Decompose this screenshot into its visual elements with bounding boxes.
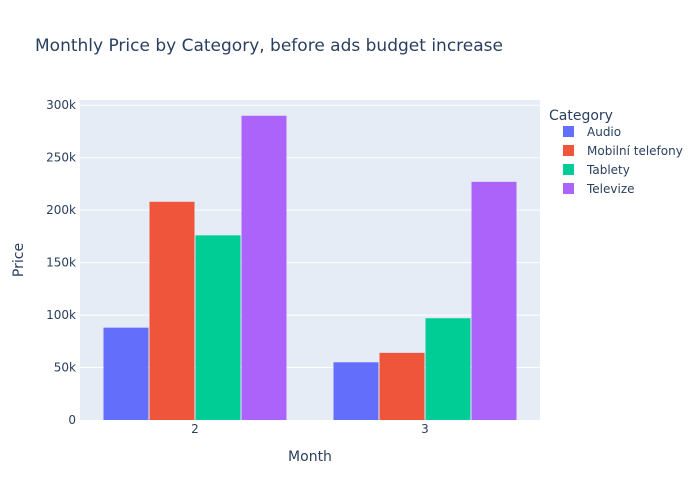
y-axis-title: Price (11, 243, 27, 277)
bar[interactable] (471, 181, 517, 420)
bars (103, 115, 517, 420)
plot-area (80, 100, 540, 420)
legend-title: Category (549, 108, 613, 124)
bar[interactable] (103, 327, 149, 420)
y-tick-label: 300k (46, 98, 76, 112)
y-tick-labels: 0 50k 100k 150k 200k 250k 300k (46, 98, 76, 427)
bar[interactable] (241, 115, 287, 420)
bar[interactable] (333, 362, 379, 420)
bar[interactable] (379, 352, 425, 420)
x-axis-title: Month (288, 449, 332, 465)
y-tick-label: 150k (46, 256, 76, 270)
legend-item-label[interactable]: Audio (587, 125, 621, 139)
legend-swatch[interactable] (563, 145, 574, 156)
x-tick-label: 3 (421, 422, 429, 436)
legend-swatch[interactable] (563, 164, 574, 175)
y-tick-label: 50k (54, 361, 76, 375)
bar[interactable] (149, 201, 195, 420)
x-tick-label: 2 (191, 422, 199, 436)
chart-title: Monthly Price by Category, before ads bu… (35, 36, 503, 56)
y-tick-label: 100k (46, 308, 76, 322)
legend-item-label[interactable]: Televize (586, 182, 635, 196)
y-tick-label: 250k (46, 151, 76, 165)
legend-item-label[interactable]: Mobilní telefony (587, 144, 683, 158)
y-tick-label: 0 (68, 413, 76, 427)
legend-swatch[interactable] (563, 183, 574, 194)
bar[interactable] (425, 318, 471, 420)
legend: Category Audio Mobilní telefony Tablety Tel… (549, 108, 683, 196)
bar[interactable] (195, 235, 241, 420)
legend-swatch[interactable] (563, 126, 574, 137)
legend-item-label[interactable]: Tablety (586, 163, 630, 177)
y-tick-label: 200k (46, 203, 76, 217)
